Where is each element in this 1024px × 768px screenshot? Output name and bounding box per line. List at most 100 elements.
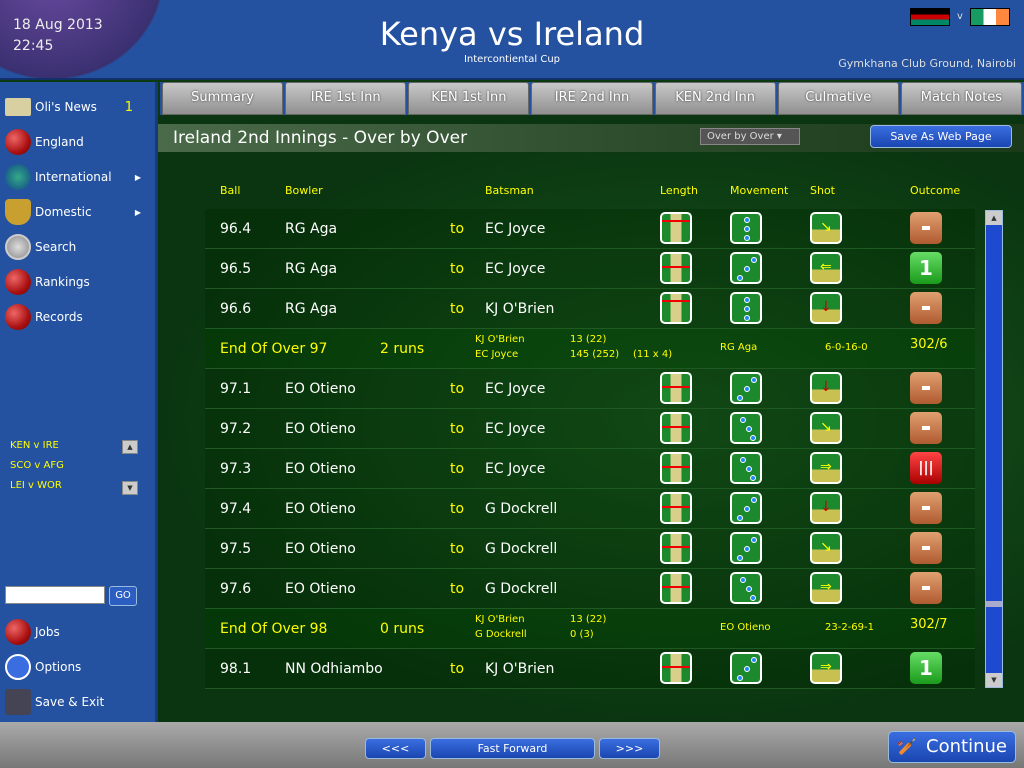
chevron-right-icon: ▶ bbox=[134, 207, 141, 217]
fixture-scroll-up[interactable]: ▲ bbox=[122, 440, 138, 454]
tab-match-notes[interactable]: Match Notes bbox=[900, 82, 1022, 115]
shot-icon[interactable]: ⇒ bbox=[810, 452, 842, 484]
movement-icon[interactable] bbox=[730, 412, 762, 444]
length-icon[interactable] bbox=[660, 492, 692, 524]
col-shot: Shot bbox=[810, 184, 835, 197]
tab-summary[interactable]: Summary bbox=[162, 82, 284, 115]
shot-icon[interactable]: ↓ bbox=[810, 372, 842, 404]
outcome-dot-ball-icon[interactable] bbox=[910, 492, 942, 524]
movement-icon[interactable] bbox=[730, 652, 762, 684]
chevron-down-icon: ▾ bbox=[776, 131, 782, 142]
outcome-dot-ball-icon[interactable] bbox=[910, 212, 942, 244]
search-input[interactable] bbox=[5, 586, 105, 604]
batsman2-score: 145 (252) bbox=[570, 349, 620, 360]
to-label: to bbox=[450, 541, 465, 557]
sidebar-item-options[interactable]: Options bbox=[5, 652, 155, 682]
movement-icon[interactable] bbox=[730, 212, 762, 244]
shot-icon[interactable]: ↘ bbox=[810, 532, 842, 564]
fixture-item[interactable]: LEI v WOR bbox=[10, 480, 62, 491]
length-icon[interactable] bbox=[660, 412, 692, 444]
bowler-name: RG Aga bbox=[285, 301, 338, 317]
outcome-dot-ball-icon[interactable] bbox=[910, 292, 942, 324]
table-row[interactable]: 97.2 EO Otieno to EC Joyce ↘ bbox=[205, 409, 975, 449]
shot-icon[interactable]: ⇐ bbox=[810, 252, 842, 284]
movement-icon[interactable] bbox=[730, 252, 762, 284]
batsman2-boundaries: (11 x 4) bbox=[633, 349, 673, 360]
tab-ken-2nd-inn[interactable]: KEN 2nd Inn bbox=[654, 82, 776, 115]
table-row[interactable]: 97.6 EO Otieno to G Dockrell ⇒ bbox=[205, 569, 975, 609]
to-label: to bbox=[450, 501, 465, 517]
fast-forward-button[interactable]: Fast Forward bbox=[430, 738, 595, 759]
continue-button[interactable]: 🏏 Continue bbox=[888, 731, 1016, 763]
sidebar-item-oli-s-news[interactable]: Oli's News 1 bbox=[5, 92, 155, 122]
table-row[interactable]: 97.4 EO Otieno to G Dockrell ↓ bbox=[205, 489, 975, 529]
batsman1-name: KJ O'Brien bbox=[475, 334, 525, 345]
tab-ire-2nd-inn[interactable]: IRE 2nd Inn bbox=[531, 82, 653, 115]
batsman-name: G Dockrell bbox=[485, 541, 558, 557]
floppy-disk-icon bbox=[5, 689, 31, 715]
shot-icon[interactable]: ↓ bbox=[810, 292, 842, 324]
table-row[interactable]: 97.3 EO Otieno to EC Joyce ⇒ ||| bbox=[205, 449, 975, 489]
table-row[interactable]: 96.6 RG Aga to KJ O'Brien ↓ bbox=[205, 289, 975, 329]
table-row[interactable]: 97.1 EO Otieno to EC Joyce ↓ bbox=[205, 369, 975, 409]
movement-icon[interactable] bbox=[730, 292, 762, 324]
length-icon[interactable] bbox=[660, 212, 692, 244]
sidebar-item-search[interactable]: Search bbox=[5, 232, 155, 262]
outcome-dot-ball-icon[interactable] bbox=[910, 372, 942, 404]
movement-icon[interactable] bbox=[730, 452, 762, 484]
sidebar-item-international[interactable]: International ▶ bbox=[5, 162, 155, 192]
fixture-item[interactable]: KEN v IRE bbox=[10, 440, 59, 451]
sidebar-item-label: Options bbox=[35, 660, 82, 674]
save-as-web-page-button[interactable]: Save As Web Page bbox=[870, 125, 1012, 148]
scroll-up-button[interactable]: ▲ bbox=[986, 211, 1002, 225]
outcome-dot-ball-icon[interactable] bbox=[910, 572, 942, 604]
fixture-scroll-down[interactable]: ▼ bbox=[122, 481, 138, 495]
table-row[interactable]: 97.5 EO Otieno to G Dockrell ↘ bbox=[205, 529, 975, 569]
tab-ken-1st-inn[interactable]: KEN 1st Inn bbox=[408, 82, 530, 115]
sidebar-item-england[interactable]: England bbox=[5, 127, 155, 157]
scrollbar[interactable]: ▲ ▼ bbox=[985, 210, 1003, 688]
table-row[interactable]: 96.4 RG Aga to EC Joyce ↘ bbox=[205, 209, 975, 249]
scroll-thumb[interactable] bbox=[986, 601, 1002, 607]
outcome-runs-icon[interactable]: 1 bbox=[910, 652, 942, 684]
sidebar-item-jobs[interactable]: Jobs bbox=[5, 617, 155, 647]
length-icon[interactable] bbox=[660, 372, 692, 404]
tab-ire-1st-inn[interactable]: IRE 1st Inn bbox=[285, 82, 407, 115]
sidebar-item-rankings[interactable]: Rankings bbox=[5, 267, 155, 297]
movement-icon[interactable] bbox=[730, 532, 762, 564]
length-icon[interactable] bbox=[660, 452, 692, 484]
movement-icon[interactable] bbox=[730, 372, 762, 404]
view-select[interactable]: Over by Over ▾ bbox=[700, 128, 800, 145]
fixture-item[interactable]: SCO v AFG bbox=[10, 460, 64, 471]
movement-icon[interactable] bbox=[730, 492, 762, 524]
sidebar-item-save-exit[interactable]: Save & Exit bbox=[5, 687, 155, 717]
outcome-wicket-icon[interactable]: ||| bbox=[910, 452, 942, 484]
ball-number: 96.6 bbox=[220, 301, 252, 317]
movement-icon[interactable] bbox=[730, 572, 762, 604]
previous-button[interactable]: <<< bbox=[365, 738, 426, 759]
outcome-dot-ball-icon[interactable] bbox=[910, 412, 942, 444]
shot-icon[interactable]: ⇒ bbox=[810, 652, 842, 684]
shot-icon[interactable]: ↘ bbox=[810, 412, 842, 444]
length-icon[interactable] bbox=[660, 572, 692, 604]
table-row[interactable]: 96.5 RG Aga to EC Joyce ⇐ 1 bbox=[205, 249, 975, 289]
sidebar-item-records[interactable]: Records bbox=[5, 302, 155, 332]
outcome-runs-icon[interactable]: 1 bbox=[910, 252, 942, 284]
sidebar-item-label: England bbox=[35, 135, 84, 149]
length-icon[interactable] bbox=[660, 292, 692, 324]
date: 18 Aug 2013 bbox=[13, 17, 103, 33]
shot-icon[interactable]: ↘ bbox=[810, 212, 842, 244]
sidebar-item-domestic[interactable]: Domestic ▶ bbox=[5, 197, 155, 227]
outcome-dot-ball-icon[interactable] bbox=[910, 532, 942, 564]
length-icon[interactable] bbox=[660, 532, 692, 564]
scroll-down-button[interactable]: ▼ bbox=[986, 673, 1002, 687]
tab-culmative[interactable]: Culmative bbox=[777, 82, 899, 115]
go-button[interactable]: GO bbox=[109, 586, 137, 606]
shot-icon[interactable]: ⇒ bbox=[810, 572, 842, 604]
length-icon[interactable] bbox=[660, 252, 692, 284]
length-icon[interactable] bbox=[660, 652, 692, 684]
next-button[interactable]: >>> bbox=[599, 738, 660, 759]
shot-icon[interactable]: ↓ bbox=[810, 492, 842, 524]
sidebar-item-label: Search bbox=[35, 240, 77, 254]
table-row[interactable]: 98.1 NN Odhiambo to KJ O'Brien ⇒ 1 bbox=[205, 649, 975, 689]
